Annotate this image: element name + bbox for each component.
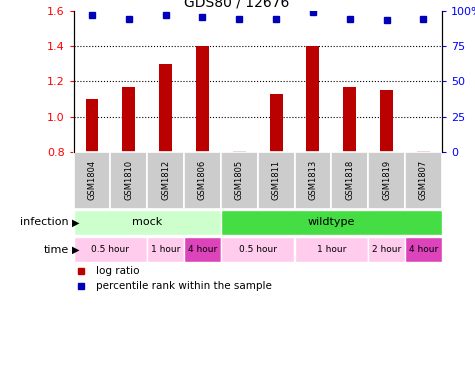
Bar — [86, 99, 98, 152]
Text: 0.5 hour: 0.5 hour — [238, 245, 276, 254]
Bar — [417, 151, 430, 152]
Text: GDS80 / 12676: GDS80 / 12676 — [184, 0, 289, 9]
Text: 2 hour: 2 hour — [372, 245, 401, 254]
Bar — [221, 210, 442, 235]
Text: infection: infection — [20, 217, 69, 227]
Text: GSM1813: GSM1813 — [308, 160, 317, 200]
Bar — [270, 94, 283, 152]
Text: wildtype: wildtype — [308, 217, 355, 227]
Bar — [294, 152, 332, 209]
Bar — [159, 64, 172, 152]
Text: GSM1804: GSM1804 — [87, 160, 96, 200]
Bar — [74, 210, 221, 235]
Text: GSM1818: GSM1818 — [345, 160, 354, 200]
Text: log ratio: log ratio — [95, 266, 139, 276]
Bar — [74, 152, 110, 209]
Text: GSM1811: GSM1811 — [272, 160, 281, 200]
Bar — [306, 46, 319, 152]
Bar — [331, 152, 368, 209]
Bar — [221, 152, 257, 209]
Bar — [147, 238, 184, 262]
Bar — [294, 238, 368, 262]
Text: percentile rank within the sample: percentile rank within the sample — [95, 281, 272, 291]
Text: GSM1805: GSM1805 — [235, 160, 244, 200]
Bar — [184, 238, 221, 262]
Text: 4 hour: 4 hour — [408, 245, 438, 254]
Text: 4 hour: 4 hour — [188, 245, 217, 254]
Text: GSM1810: GSM1810 — [124, 160, 133, 200]
Bar — [257, 152, 294, 209]
Text: GSM1819: GSM1819 — [382, 160, 391, 200]
Text: 1 hour: 1 hour — [151, 245, 180, 254]
Text: GSM1807: GSM1807 — [419, 160, 428, 200]
Bar — [110, 152, 147, 209]
Bar — [221, 238, 294, 262]
Bar — [368, 152, 405, 209]
Text: time: time — [44, 245, 69, 255]
Text: GSM1806: GSM1806 — [198, 160, 207, 200]
Bar — [405, 238, 442, 262]
Bar — [74, 238, 147, 262]
Bar — [233, 151, 246, 152]
Bar — [405, 152, 442, 209]
Bar — [380, 90, 393, 152]
Text: mock: mock — [132, 217, 162, 227]
Bar — [196, 46, 209, 152]
Text: 0.5 hour: 0.5 hour — [91, 245, 129, 254]
Bar — [343, 87, 356, 152]
Text: ▶: ▶ — [72, 217, 80, 227]
Bar — [184, 152, 221, 209]
Bar — [123, 87, 135, 152]
Text: GSM1812: GSM1812 — [161, 160, 170, 200]
Bar — [147, 152, 184, 209]
Bar — [368, 238, 405, 262]
Text: 1 hour: 1 hour — [317, 245, 346, 254]
Text: ▶: ▶ — [72, 245, 80, 255]
